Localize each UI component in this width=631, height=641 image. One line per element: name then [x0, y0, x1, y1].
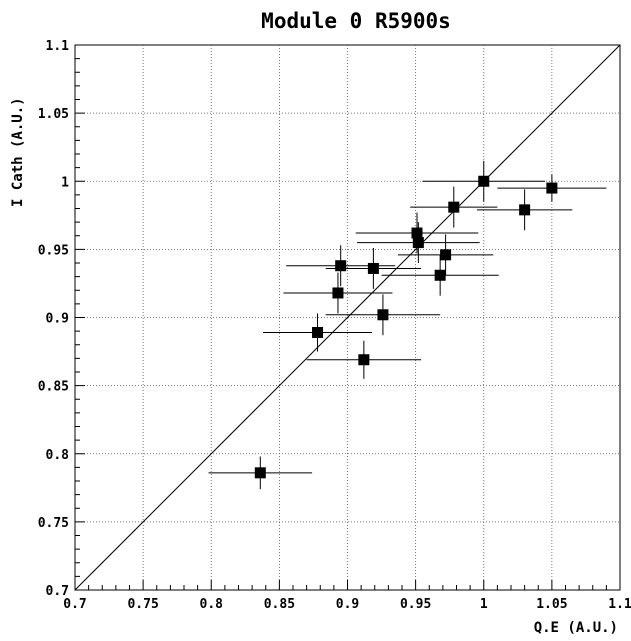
x-tick-label: 1.05: [536, 597, 567, 612]
data-point: [325, 248, 422, 289]
point-marker: [358, 354, 370, 366]
x-tick-label: 0.75: [127, 597, 158, 612]
data-point: [422, 160, 546, 202]
data-point: [381, 254, 499, 296]
x-axis-title: Q.E (A.U.): [534, 620, 618, 636]
x-tick-label: 1.1: [608, 597, 631, 612]
y-tick-label: 1.1: [46, 39, 70, 54]
point-marker: [412, 237, 424, 249]
point-marker: [377, 309, 389, 321]
data-point: [283, 272, 393, 314]
data-point: [497, 174, 607, 202]
data-point: [476, 189, 573, 231]
data-points: [208, 160, 607, 490]
x-tick-label: 0.9: [336, 597, 359, 612]
x-tick-label: 0.7: [63, 597, 86, 612]
point-marker: [519, 204, 531, 216]
point-marker: [411, 227, 423, 239]
point-marker: [335, 260, 347, 272]
y-tick-label: 0.7: [46, 584, 69, 599]
point-marker: [478, 175, 490, 187]
x-tick-label: 0.95: [400, 597, 431, 612]
point-marker: [312, 326, 324, 338]
y-tick-label: 1.05: [38, 107, 69, 122]
point-marker: [546, 182, 558, 194]
point-marker: [440, 249, 452, 261]
data-point: [325, 294, 441, 336]
grid-lines: [75, 45, 620, 590]
data-point: [410, 186, 498, 228]
point-marker: [434, 269, 446, 281]
y-tick-label: 0.8: [46, 448, 70, 463]
data-point: [306, 340, 422, 379]
x-tick-label: 0.8: [200, 597, 224, 612]
x-axis-ticks: 0.7 0.75 0.8 0.85 0.9 0.95 1 1.05 1.1: [63, 580, 631, 612]
x-tick-label: 1: [480, 597, 488, 612]
point-marker: [254, 467, 266, 479]
y-axis-ticks: 0.7 0.75 0.8 0.85 0.9 0.95 1 1.05 1.1: [38, 39, 85, 599]
x-tick-label: 0.85: [264, 597, 295, 612]
y-tick-label: 0.9: [46, 312, 69, 327]
point-marker: [332, 287, 344, 299]
y-tick-label: 0.75: [38, 516, 69, 531]
y-tick-label: 1: [61, 175, 69, 190]
data-point: [357, 222, 480, 263]
data-point: [263, 313, 373, 352]
chart-title: Module 0 R5900s: [261, 9, 451, 33]
data-point: [397, 234, 494, 276]
data-point: [208, 456, 313, 490]
y-tick-label: 0.85: [38, 380, 69, 395]
reference-line: [74, 44, 621, 591]
y-tick-label: 0.95: [38, 243, 69, 258]
point-marker: [367, 262, 379, 274]
y-axis-title: I Cath (A.U.): [10, 97, 26, 207]
point-marker: [448, 201, 460, 213]
